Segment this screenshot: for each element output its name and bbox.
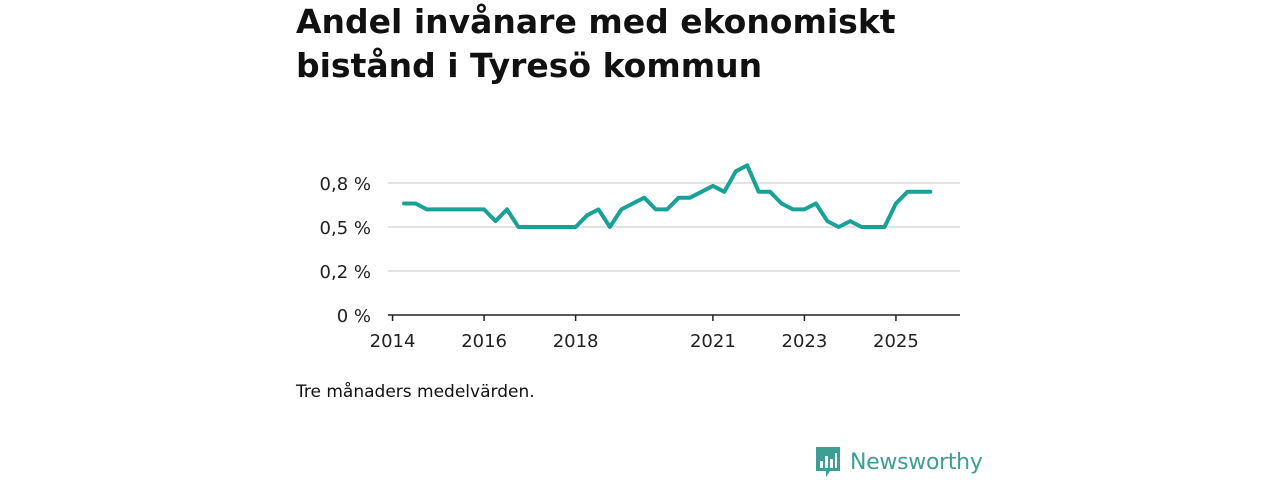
x-tick-label: 2014: [370, 331, 416, 352]
x-tick-label: 2025: [873, 331, 919, 352]
y-tick-label: 0,8 %: [320, 174, 371, 195]
y-axis-ticks: 0 % 0,2 % 0,5 % 0,8 %: [320, 174, 371, 327]
footnote: Tre månaders medelvärden.: [296, 382, 535, 402]
y-tick-label: 0,5 %: [320, 218, 371, 239]
x-axis-ticks: 2014 2016 2018 2021 2023 2025: [370, 315, 919, 352]
x-tick-label: 2023: [782, 331, 828, 352]
bar-chart-logo-icon: [816, 447, 840, 477]
brand-name: Newsworthy: [850, 449, 983, 475]
series-line: [402, 163, 933, 229]
y-tick-label: 0,2 %: [320, 262, 371, 283]
chart-title: Andel invånare med ekonomiskt bistånd i …: [296, 2, 896, 85]
brand-logo: Newsworthy: [814, 444, 983, 480]
x-tick-label: 2018: [553, 331, 599, 352]
x-tick-label: 2021: [690, 331, 736, 352]
y-tick-label: 0 %: [337, 306, 371, 327]
x-tick-label: 2016: [461, 331, 507, 352]
